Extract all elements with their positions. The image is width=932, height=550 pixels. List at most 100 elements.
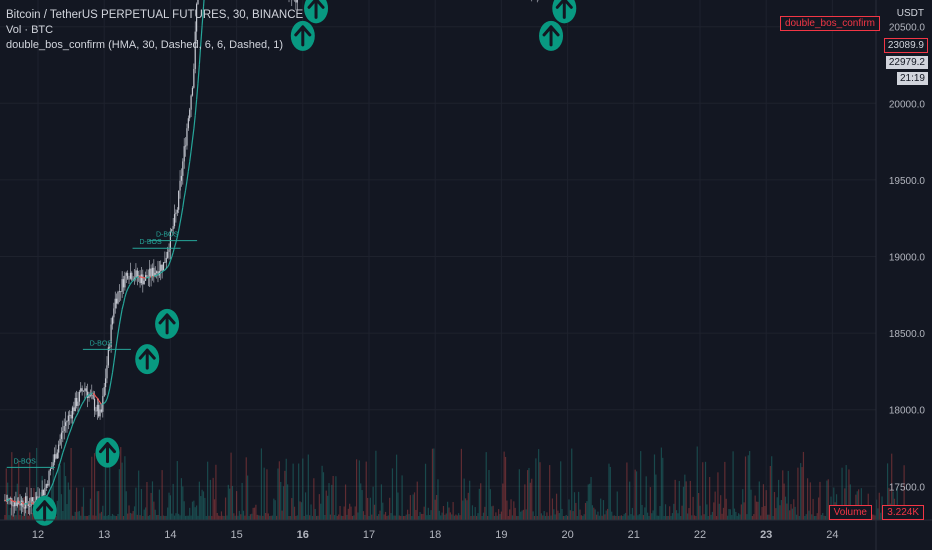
hma-segment — [58, 462, 61, 468]
volume-bar — [252, 507, 254, 520]
volume-bar — [605, 510, 607, 520]
candle-body — [194, 31, 196, 69]
volume-bar — [73, 515, 75, 520]
price-axis[interactable]: 23000.022500.022000.021500.021000.020500… — [875, 0, 926, 550]
volume-legend[interactable]: Vol · BTC — [6, 24, 54, 36]
volume-bar — [874, 515, 876, 520]
volume-bar — [660, 447, 662, 520]
volume-bar — [524, 484, 526, 520]
volume-bar — [226, 515, 228, 520]
volume-bar — [671, 513, 674, 520]
volume-bar — [841, 467, 843, 520]
candle-body — [96, 404, 98, 412]
volume-bar — [903, 465, 905, 520]
candle-body — [151, 267, 154, 277]
volume-bar — [402, 515, 405, 520]
volume-bar — [9, 507, 12, 520]
candle-body — [135, 270, 137, 278]
volume-bar — [76, 487, 78, 520]
hma-segment — [69, 428, 72, 433]
volume-bar — [601, 515, 603, 520]
indicator-legend[interactable]: double_bos_confirm (HMA, 30, Dashed, 6, … — [6, 39, 283, 51]
volume-bar — [575, 502, 577, 520]
volume-bar — [183, 501, 185, 520]
candle-body — [77, 401, 79, 406]
volume-bar — [193, 500, 195, 520]
price-tick-label: 17500.0 — [889, 482, 926, 493]
volume-bar — [202, 491, 205, 520]
hma-segment — [116, 333, 119, 344]
volume-bar — [281, 510, 283, 520]
candle-body — [146, 275, 148, 278]
volume-bar — [458, 513, 460, 520]
candle-body — [157, 271, 159, 276]
volume-bar — [878, 492, 880, 520]
volume-bar — [635, 471, 638, 520]
volume-bar — [324, 514, 326, 520]
volume-bar — [528, 467, 530, 520]
candle-body — [182, 161, 184, 176]
candle-body — [85, 388, 87, 392]
candle-body — [62, 430, 64, 433]
volume-bar — [506, 500, 508, 520]
hma-segment — [98, 400, 101, 403]
volume-bar — [826, 480, 828, 520]
volume-bar — [589, 483, 591, 520]
volume-bar — [288, 515, 290, 520]
volume-bar — [267, 513, 269, 520]
volume-bar — [407, 509, 409, 520]
hma-segment — [122, 297, 126, 304]
symbol-title[interactable]: Bitcoin / TetherUS PERPETUAL FUTURES, 30… — [6, 9, 304, 21]
hma-segment — [129, 281, 133, 285]
volume-bar — [284, 470, 286, 520]
volume-bar — [582, 515, 584, 520]
volume-bar — [623, 514, 625, 520]
volume-bar — [222, 515, 224, 520]
volume-bar — [304, 492, 307, 520]
volume-bar — [378, 514, 380, 520]
volume-bar — [36, 447, 38, 520]
volume-bar — [686, 513, 689, 520]
volume-bar — [60, 494, 63, 520]
volume-bar — [331, 484, 333, 520]
volume-bar — [8, 515, 10, 520]
candle-body — [93, 398, 96, 411]
candle-body — [92, 395, 94, 399]
volume-bar — [153, 501, 155, 520]
volume-bar — [520, 511, 522, 520]
volume-bar — [449, 512, 451, 520]
candle-body — [89, 394, 92, 396]
hma-segment — [117, 324, 120, 334]
candle-body — [26, 496, 28, 504]
candle-body — [63, 425, 65, 431]
volume-bar — [666, 515, 668, 520]
volume-bar — [597, 511, 599, 520]
volume-bar — [637, 515, 639, 520]
volume-bar — [241, 482, 243, 520]
volume-bar — [569, 510, 571, 520]
hma-segment — [11, 499, 14, 502]
hma-segment — [191, 128, 195, 141]
volume-bar — [139, 515, 141, 520]
volume-bar — [725, 498, 727, 520]
volume-bar — [266, 469, 268, 520]
volume-bar — [179, 515, 181, 520]
volume-bar — [349, 503, 351, 520]
volume-bar — [714, 491, 716, 520]
volume-bar — [469, 480, 471, 520]
candle-body — [36, 496, 38, 503]
hma-segment — [73, 417, 76, 422]
candle-body — [142, 274, 144, 285]
volume-bar — [452, 502, 454, 520]
volume-bar — [790, 504, 792, 520]
volume-bar — [71, 515, 74, 520]
currency-label[interactable]: USDT — [896, 8, 924, 19]
volume-bar — [389, 497, 391, 520]
candle-body — [8, 498, 10, 500]
volume-bar — [871, 514, 873, 520]
volume-bar — [444, 514, 446, 520]
candle-body — [48, 471, 50, 486]
time-axis[interactable]: 12 13 14 15 16 17 18 19 20 21 22 23 24 — [0, 519, 932, 541]
volume-bar — [667, 515, 669, 520]
